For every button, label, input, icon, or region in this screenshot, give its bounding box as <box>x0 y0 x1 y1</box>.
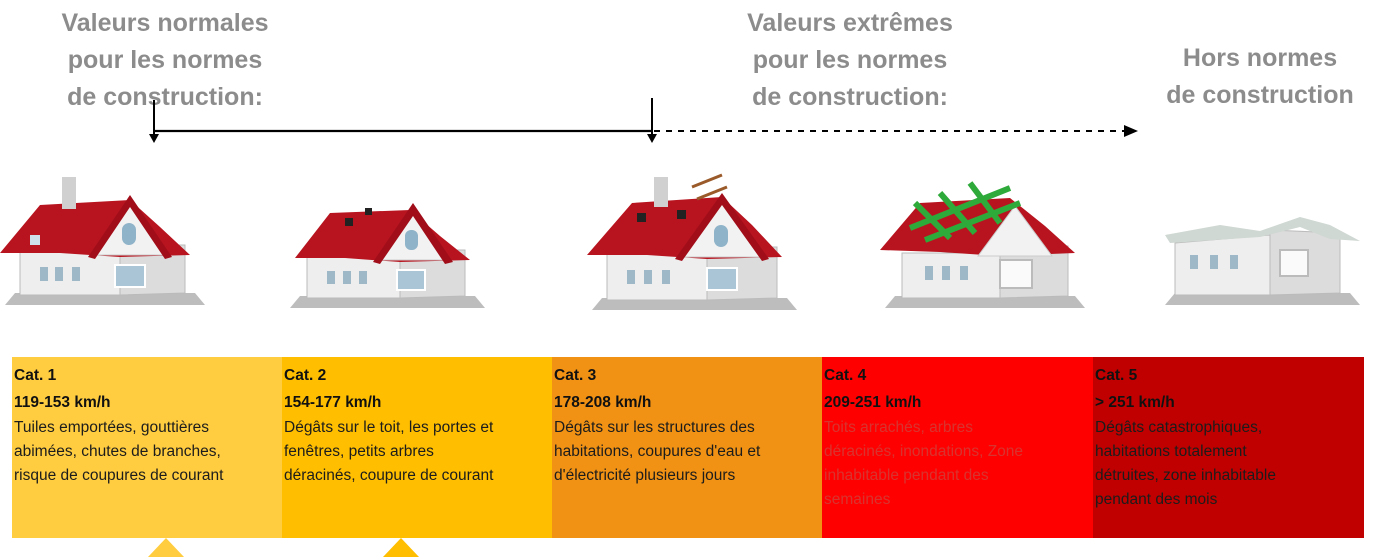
description-line: Dégâts catastrophiques, <box>1095 419 1263 436</box>
category-name: Cat. 2 <box>284 367 327 384</box>
category-description: Dégâts sur les structures des habitation… <box>554 416 822 488</box>
description-line: détruites, zone inhabitable <box>1095 467 1276 484</box>
description-line: habitations totalement <box>1095 443 1247 460</box>
description-line: d'électricité plusieurs jours <box>554 467 736 484</box>
description-line: Dégâts sur le toit, les portes et <box>284 419 494 436</box>
description-line: abimées, chutes de branches, <box>14 443 221 460</box>
header-line: pour les normes <box>752 46 948 74</box>
category-description: Tuiles emportées, gouttières abimées, ch… <box>14 416 282 488</box>
description-line: risque de coupures de courant <box>14 467 224 484</box>
category-1-box: Cat. 1 119-153 km/h Tuiles emportées, go… <box>12 357 282 538</box>
house-cat3-icon <box>587 173 797 310</box>
category-4-box: Cat. 4 209-251 km/h Toits arrachés, arbr… <box>822 357 1093 538</box>
description-line: Tuiles emportées, gouttières <box>14 419 209 436</box>
category-description: Dégâts catastrophiques, habitations tota… <box>1095 416 1364 512</box>
header-line: de construction: <box>752 83 948 111</box>
header-normal-values: Valeurs normales pour les normes de cons… <box>30 5 300 116</box>
category-3-box: Cat. 3 178-208 km/h Dégâts sur les struc… <box>552 357 822 538</box>
extreme-range-arrow <box>654 125 1138 137</box>
house-cat5-icon <box>1165 217 1360 305</box>
category-name: Cat. 5 <box>1095 367 1138 384</box>
category-speed: 119-153 km/h <box>14 394 111 411</box>
description-line: Dégâts sur les structures des <box>554 419 755 436</box>
header-line: de construction: <box>67 83 263 111</box>
category-description: Dégâts sur le toit, les portes et fenêtr… <box>284 416 552 488</box>
house-cat2-icon <box>290 203 485 308</box>
category-5-box: Cat. 5 > 251 km/h Dégâts catastrophiques… <box>1093 357 1364 538</box>
house-cat4-icon <box>880 181 1085 308</box>
header-line: pour les normes <box>67 46 263 74</box>
house-cat1-icon <box>0 177 205 305</box>
category-speed: 209-251 km/h <box>824 394 922 411</box>
description-line: semaines <box>824 491 891 508</box>
marker-triangle-icon <box>148 538 184 557</box>
description-line: habitations, coupures d'eau et <box>554 443 761 460</box>
category-name: Cat. 3 <box>554 367 597 384</box>
category-2-box: Cat. 2 154-177 km/h Dégâts sur le toit, … <box>282 357 552 538</box>
category-description: Toits arrachés, arbres déracinés, inonda… <box>824 416 1093 512</box>
description-line: pendant des mois <box>1095 491 1218 508</box>
marker-triangle-icon <box>383 538 419 557</box>
description-line: fenêtres, petits arbres <box>284 443 434 460</box>
header-line: Valeurs extrêmes <box>747 9 953 37</box>
header-line: de construction <box>1166 81 1354 109</box>
category-name: Cat. 1 <box>14 367 57 384</box>
header-line: Valeurs normales <box>61 9 269 37</box>
header-extreme-values: Valeurs extrêmes pour les normes de cons… <box>715 5 985 116</box>
category-name: Cat. 4 <box>824 367 867 384</box>
category-speed: 154-177 km/h <box>284 394 382 411</box>
category-speed: 178-208 km/h <box>554 394 652 411</box>
description-line: Toits arrachés, arbres <box>824 419 974 436</box>
category-speed: > 251 km/h <box>1095 394 1175 411</box>
header-beyond-norms: Hors normes de construction <box>1150 40 1370 114</box>
header-line: Hors normes <box>1182 44 1338 72</box>
normal-range-arrow <box>149 98 657 143</box>
scale-arrows <box>149 98 1138 143</box>
description-line: inhabitable pendant des <box>824 467 989 484</box>
description-line: déracinés, coupure de courant <box>284 467 494 484</box>
description-line: déracinés, inondations, Zone <box>824 443 1024 460</box>
